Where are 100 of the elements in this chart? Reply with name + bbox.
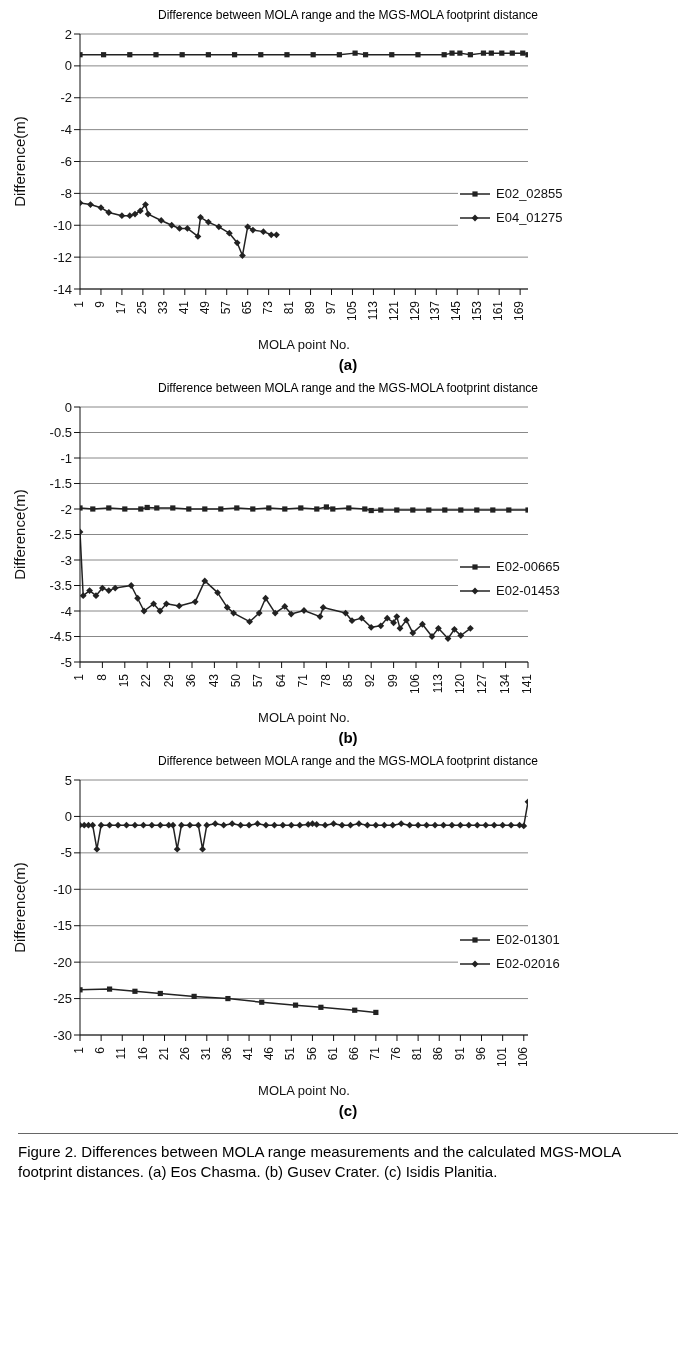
point bbox=[168, 221, 176, 229]
y-axis-title: Difference(m) bbox=[11, 862, 29, 953]
point bbox=[281, 603, 289, 610]
x-tick-label: 56 bbox=[304, 1046, 319, 1061]
point bbox=[287, 610, 295, 618]
x-tick-label: 106 bbox=[408, 673, 423, 695]
x-tick-label: 15 bbox=[116, 673, 131, 688]
x-tick-label: 76 bbox=[389, 1046, 404, 1061]
point bbox=[105, 209, 113, 216]
point bbox=[127, 582, 135, 589]
point bbox=[250, 506, 256, 512]
text: (b) bbox=[337, 729, 359, 746]
point bbox=[105, 587, 113, 594]
point bbox=[215, 223, 223, 231]
point bbox=[298, 505, 304, 511]
y-tick-label: 0 bbox=[64, 809, 72, 825]
point bbox=[358, 614, 365, 622]
point bbox=[191, 598, 199, 606]
x-tick-label: 137 bbox=[428, 300, 443, 322]
caption: Figure 2. Differences between MOLA range measurements and the calculated MGS-MOLA footprint distances. (a) Eos Chasma. (b) Gusev Crater. (c) Isidis Planitia. bbox=[18, 1133, 678, 1182]
x-tick-label: 71 bbox=[368, 1046, 383, 1061]
x-tick-label: 50 bbox=[228, 673, 243, 688]
point bbox=[362, 52, 369, 58]
point bbox=[262, 594, 269, 602]
point bbox=[520, 50, 526, 56]
point bbox=[191, 993, 197, 999]
point bbox=[457, 632, 465, 639]
point bbox=[330, 506, 336, 512]
x-tick-label: 141 bbox=[520, 673, 535, 695]
point bbox=[246, 618, 253, 626]
point bbox=[154, 505, 160, 511]
x-tick-label: 1 bbox=[72, 673, 87, 681]
x-tick-label: 36 bbox=[184, 673, 199, 688]
point bbox=[156, 607, 164, 615]
point bbox=[474, 507, 480, 513]
point bbox=[506, 507, 512, 513]
point bbox=[316, 613, 324, 621]
point bbox=[409, 629, 417, 637]
y-tick-label: -25 bbox=[53, 991, 72, 1007]
point bbox=[136, 207, 144, 215]
point bbox=[92, 592, 100, 600]
x-tick-label: 25 bbox=[135, 300, 150, 315]
point bbox=[80, 592, 87, 600]
point bbox=[348, 617, 356, 625]
x-tick-label: 51 bbox=[283, 1046, 298, 1061]
point bbox=[218, 506, 224, 512]
point bbox=[410, 507, 416, 513]
point bbox=[449, 50, 455, 56]
x-tick-label: 64 bbox=[273, 673, 288, 688]
point bbox=[87, 201, 94, 208]
x-tick-label: 145 bbox=[449, 300, 464, 322]
point bbox=[258, 52, 264, 58]
point bbox=[403, 616, 410, 624]
point bbox=[457, 50, 463, 56]
x-tick-label: 29 bbox=[161, 673, 176, 688]
point bbox=[204, 218, 212, 226]
point bbox=[225, 229, 233, 237]
point bbox=[488, 50, 494, 56]
point bbox=[284, 52, 290, 58]
x-tick-label: 26 bbox=[177, 1046, 192, 1061]
x-tick-label: 49 bbox=[197, 300, 212, 315]
y-tick-label: -1.5 bbox=[49, 476, 72, 492]
x-tick-label: 21 bbox=[156, 1046, 171, 1061]
x-tick-label: 96 bbox=[473, 1046, 488, 1061]
x-tick-label: 129 bbox=[407, 300, 422, 322]
point bbox=[157, 990, 163, 997]
point bbox=[244, 223, 252, 231]
chart-title: Difference between MOLA range and the MGS-MOLA footprint distance bbox=[157, 381, 539, 395]
point bbox=[90, 506, 96, 512]
point bbox=[441, 52, 447, 58]
point bbox=[175, 602, 183, 610]
legend-label: E02-01301 bbox=[496, 931, 560, 950]
x-tick-label: 1 bbox=[72, 1046, 87, 1054]
point bbox=[131, 210, 139, 218]
chart-title: Difference between MOLA range and the MGS-MOLA footprint distance bbox=[157, 754, 539, 768]
point bbox=[310, 52, 316, 58]
point bbox=[144, 504, 150, 511]
point bbox=[111, 584, 119, 592]
x-tick-label: 8 bbox=[94, 673, 109, 681]
point bbox=[419, 620, 426, 628]
y-tick-label: -6 bbox=[60, 154, 72, 170]
legend-label: E04_01275 bbox=[496, 209, 563, 228]
point bbox=[378, 507, 384, 513]
x-tick-label: 134 bbox=[497, 673, 512, 695]
y-axis-title: Difference(m) bbox=[11, 116, 29, 207]
y-tick-label: -3.5 bbox=[49, 578, 72, 594]
point bbox=[86, 587, 93, 594]
x-tick-label: 81 bbox=[281, 300, 296, 315]
x-tick-label: 121 bbox=[386, 300, 401, 322]
point bbox=[480, 50, 487, 56]
point bbox=[373, 1009, 379, 1016]
x-tick-label: 11 bbox=[114, 1046, 129, 1060]
point bbox=[389, 52, 395, 58]
point bbox=[150, 600, 157, 608]
point bbox=[390, 619, 397, 627]
point bbox=[97, 204, 105, 212]
x-tick-label: 113 bbox=[365, 300, 380, 321]
y-tick-label: -8 bbox=[60, 185, 72, 201]
text: (c) bbox=[337, 1102, 359, 1119]
legend-label: E02_02855 bbox=[496, 185, 563, 204]
